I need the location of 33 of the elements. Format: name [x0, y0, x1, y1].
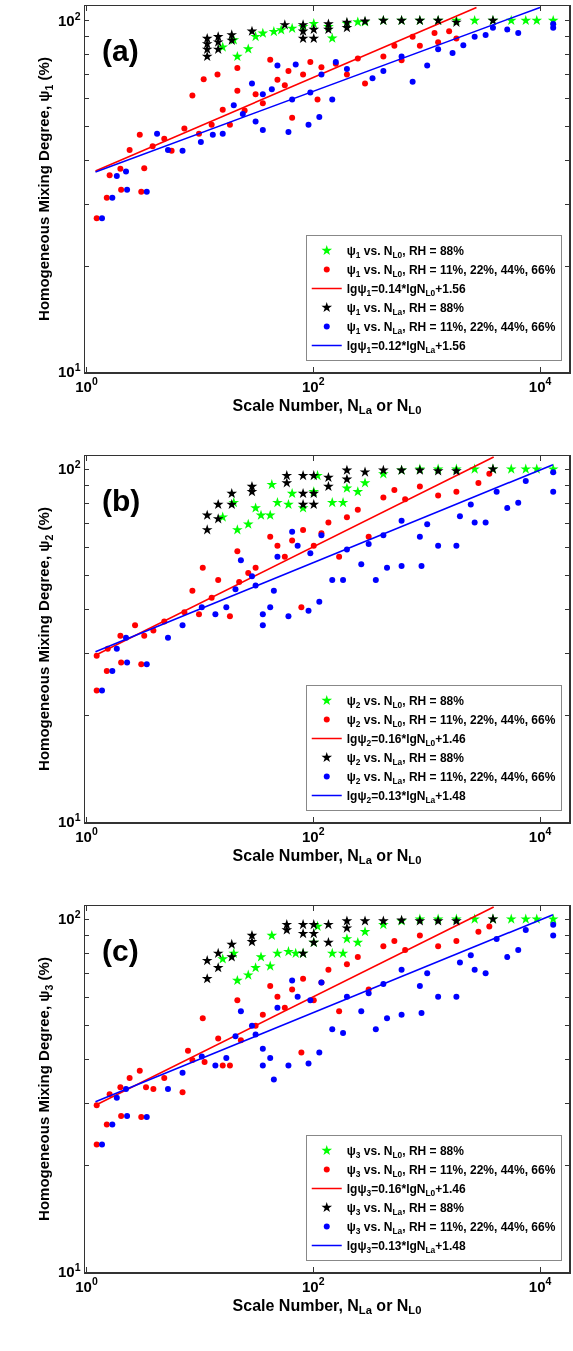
legend-label: ψ$_{3}$ vs. N$_{L0}$, RH = 88% [346, 1144, 465, 1160]
x-tick-label: 10$^{2}$ [302, 375, 325, 395]
legend-label: ψ$_{3}$ vs. N$_{La}$, RH = 88% [346, 1201, 465, 1217]
legend-label: ψ$_{1}$ vs. N$_{L0}$, RH = 11%, 22%, 44%, 66% [346, 263, 556, 279]
legend-label: lgψ$_{2}$=0.13*lgN$_{La}$+1.48 [346, 789, 466, 805]
legend-label: ψ$_{2}$ vs. N$_{La}$, RH = 11%, 22%, 44%, 66% [346, 770, 556, 786]
y-tick-label: 10$^{2}$ [57, 908, 81, 928]
legend-label: lgψ$_{2}$=0.16*lgN$_{L0}$+1.46 [346, 732, 466, 748]
legend-label: ψ$_{2}$ vs. N$_{L0}$, RH = 11%, 22%, 44%, 66% [346, 713, 556, 729]
x-tick-label: 10$^{4}$ [528, 375, 552, 395]
legend-label: ψ$_{1}$ vs. N$_{La}$, RH = 88% [346, 301, 465, 317]
legend-label: ψ$_{1}$ vs. N$_{L0}$, RH = 88% [346, 244, 465, 260]
annotation: (b) [102, 484, 141, 517]
legend-label: lgψ$_{1}$=0.14*lgN$_{L0}$+1.56 [346, 282, 466, 298]
x-tick-label: 10$^{4}$ [528, 1275, 552, 1295]
x-axis-title: Scale Number, N$_{La}$ or N$_{L0}$ [232, 1296, 422, 1317]
legend-label: ψ$_{3}$ vs. N$_{L0}$, RH = 11%, 22%, 44%, 66% [346, 1163, 556, 1179]
annotation: (a) [102, 34, 139, 67]
legend-label: ψ$_{2}$ vs. N$_{L0}$, RH = 88% [346, 694, 465, 710]
legend-label: lgψ$_{1}$=0.12*lgN$_{La}$+1.56 [346, 339, 466, 355]
x-tick-label: 10$^{2}$ [302, 825, 325, 845]
x-tick-label: 10$^{4}$ [528, 825, 552, 845]
x-axis-title: Scale Number, N$_{La}$ or N$_{L0}$ [232, 396, 422, 417]
y-tick-label: 10$^{2}$ [57, 458, 81, 478]
legend-label: ψ$_{1}$ vs. N$_{La}$, RH = 11%, 22%, 44%, 66% [346, 320, 556, 336]
legend-label: ψ$_{3}$ vs. N$_{La}$, RH = 11%, 22%, 44%, 66% [346, 1220, 556, 1236]
legend-label: lgψ$_{3}$=0.16*lgN$_{L0}$+1.46 [346, 1182, 466, 1198]
x-axis-title: Scale Number, N$_{La}$ or N$_{L0}$ [232, 846, 422, 867]
legend-label: ψ$_{2}$ vs. N$_{La}$, RH = 88% [346, 751, 465, 767]
annotation: (c) [102, 934, 139, 967]
legend-label: lgψ$_{3}$=0.13*lgN$_{La}$+1.48 [346, 1239, 466, 1255]
y-tick-label: 10$^{2}$ [57, 9, 81, 29]
x-tick-label: 10$^{2}$ [302, 1275, 325, 1295]
